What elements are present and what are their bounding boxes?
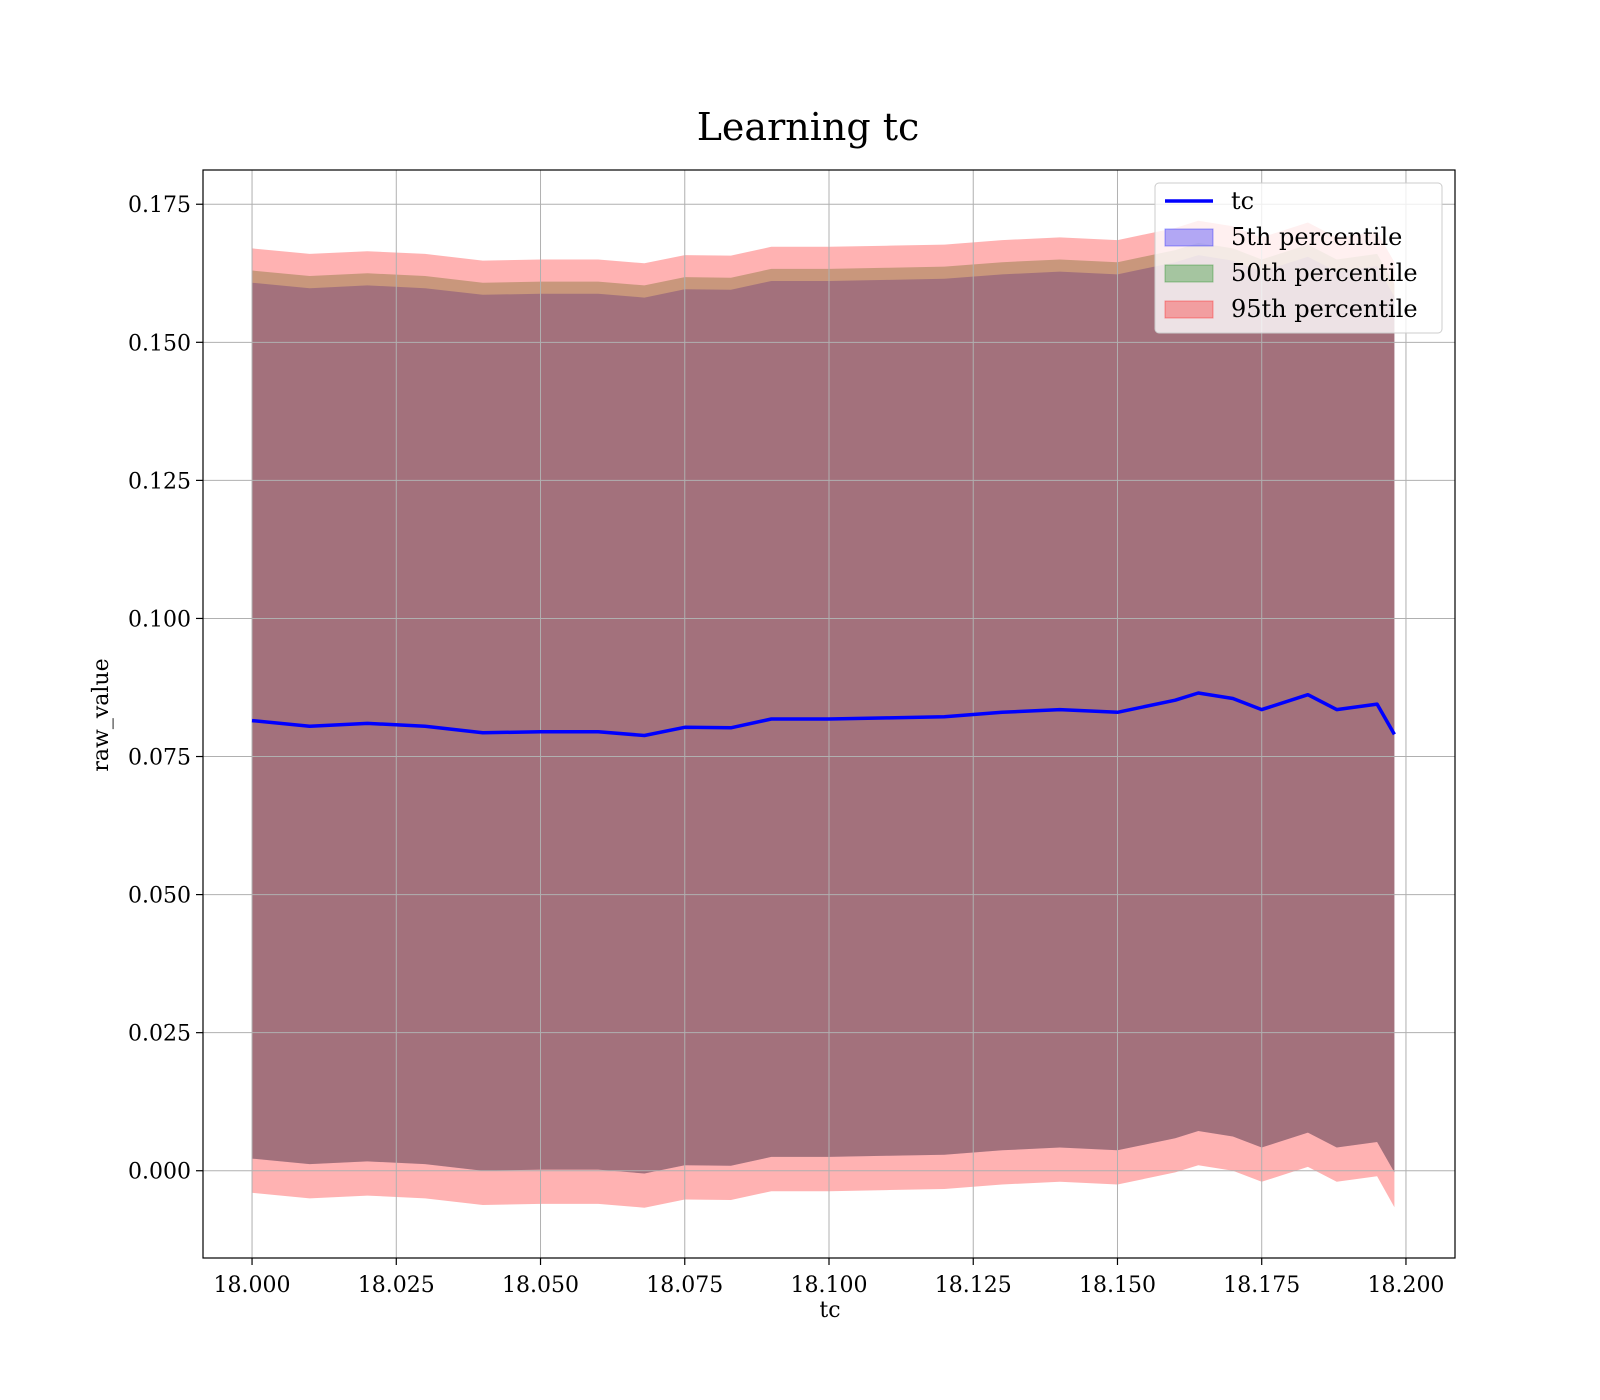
x-tick-label: 18.075 bbox=[646, 1273, 723, 1298]
y-tick-label: 0.150 bbox=[128, 331, 191, 356]
band-5th-percentile bbox=[252, 255, 1395, 1174]
x-tick-label: 18.175 bbox=[1223, 1273, 1300, 1298]
band-50th-percentile bbox=[252, 242, 1395, 1174]
y-tick-label: 0.125 bbox=[128, 469, 191, 494]
y-tick-label: 0.100 bbox=[128, 607, 191, 632]
legend-swatch-band bbox=[1164, 228, 1214, 247]
legend-label: 50th percentile bbox=[1231, 259, 1418, 287]
series-line-tc bbox=[251, 691, 1396, 738]
chart-title: Learning tc bbox=[697, 105, 920, 149]
y-axis-label: raw_value bbox=[89, 658, 114, 771]
legend: tc 5th percentile 50th percentile 95th perc… bbox=[1154, 182, 1443, 334]
x-tick-label: 18.150 bbox=[1079, 1273, 1156, 1298]
y-tick-label: 0.050 bbox=[128, 884, 191, 909]
x-tick-label: 18.200 bbox=[1367, 1273, 1444, 1298]
legend-box bbox=[1154, 182, 1443, 334]
y-tick-label: 0.025 bbox=[128, 1022, 191, 1047]
x-tick-label: 18.025 bbox=[358, 1273, 435, 1298]
x-tick-label: 18.000 bbox=[214, 1273, 291, 1298]
legend-swatch-band bbox=[1164, 264, 1214, 283]
legend-swatch-band bbox=[1164, 300, 1214, 319]
x-axis: 18.000 18.025 18.050 18.075 18.100 18.125 18.1… bbox=[214, 1258, 1444, 1298]
plot-area bbox=[202, 169, 1456, 1259]
legend-label: 95th percentile bbox=[1231, 295, 1418, 323]
band-95th-percentile bbox=[252, 220, 1395, 1208]
x-axis-label: tc bbox=[819, 1298, 840, 1323]
y-axis: 0.000 0.025 0.050 0.075 0.100 0.125 0.150 0.175 bbox=[128, 193, 203, 1185]
x-tick-label: 18.125 bbox=[935, 1273, 1012, 1298]
legend-label: 5th percentile bbox=[1231, 223, 1402, 251]
y-tick-label: 0.075 bbox=[128, 746, 191, 771]
y-tick-label: 0.175 bbox=[128, 193, 191, 218]
x-tick-label: 18.100 bbox=[791, 1273, 868, 1298]
x-tick-label: 18.050 bbox=[502, 1273, 579, 1298]
y-tick-label: 0.000 bbox=[128, 1160, 191, 1185]
legend-label: tc bbox=[1231, 187, 1254, 215]
